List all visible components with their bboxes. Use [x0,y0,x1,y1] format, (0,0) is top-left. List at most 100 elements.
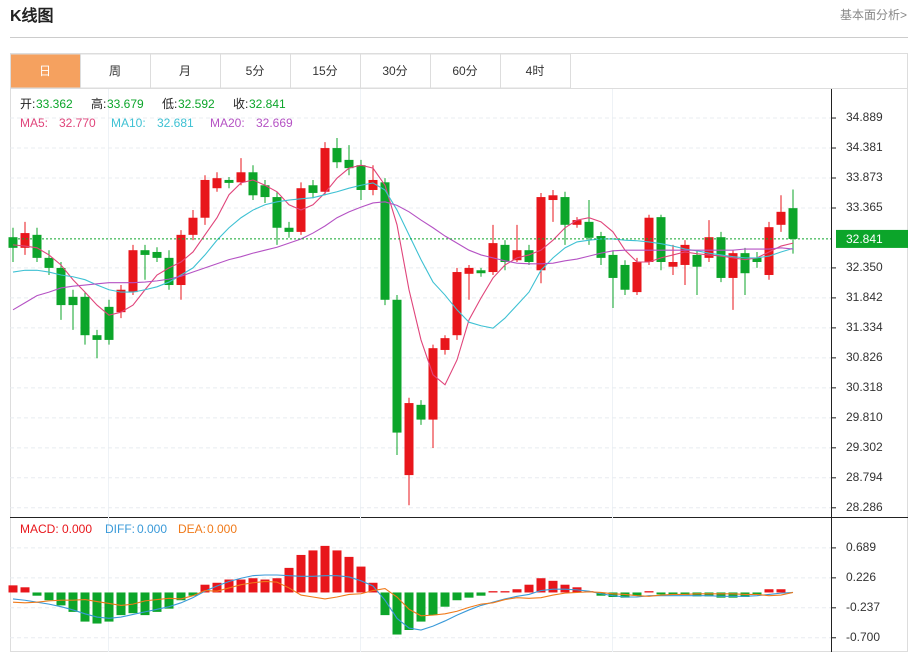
tab-label[interactable]: 30分 [382,64,407,78]
tab[interactable] [80,53,151,89]
candle-body [572,220,582,225]
candle-body [392,299,402,433]
tab-label[interactable]: 月 [179,64,191,78]
candle-body [404,403,414,476]
y-tick-label: 31.842 [846,290,883,304]
tab-label[interactable]: 60分 [452,64,477,78]
macd-bar [272,578,282,593]
readout-value: 33.362 [36,97,73,111]
macd-bar [20,587,30,593]
legend-value: 32.669 [256,116,293,130]
candle-body [80,296,90,336]
readout-value: 32.592 [178,97,215,111]
candle-body [104,306,114,340]
tab-label[interactable]: 周 [109,64,121,78]
candle-body [188,217,198,235]
candle-body [344,159,354,169]
tab[interactable] [500,53,571,89]
macd-bar [8,585,18,593]
legend-value: 32.770 [59,116,96,130]
macd-line [12,574,794,631]
candle-body [176,234,186,286]
legend-name: MACD: [20,522,59,536]
macd-bar [356,566,366,593]
macd-bar [548,580,558,593]
macd-bar [488,591,498,593]
macd-bar [620,592,630,598]
last-price-label: 32.841 [846,232,883,246]
candle-body [116,289,126,313]
y-tick-label: 28.286 [846,500,883,514]
candle-body [680,244,690,265]
macd-bar [380,592,390,616]
tab-label[interactable]: 日 [39,64,51,78]
tab[interactable] [150,53,221,89]
macd-bar [608,592,618,597]
macd-bar [368,582,378,593]
candle-body [668,262,678,267]
tab[interactable] [290,53,361,89]
macd-bar [344,556,354,593]
fundamental-link[interactable]: 基本面分析> [840,8,907,22]
candle-body [692,254,702,267]
macd-bar [560,584,570,593]
candle-body [416,404,426,420]
macd-bar [236,579,246,593]
candle-body [128,250,138,293]
candle-body [548,195,558,201]
legend-name: MA5: [20,116,48,130]
y-tick-label: 33.873 [846,170,883,184]
y-tick-label: 32.350 [846,260,883,274]
macd-bar [92,592,102,624]
candle-body [776,211,786,225]
macd-bar [104,592,114,622]
y-tick-label: -0.700 [846,630,880,644]
candle-body [308,185,318,193]
macd-bar [188,592,198,596]
readout-value: 32.841 [249,97,286,111]
candle-body [320,148,330,192]
macd-bar [536,578,546,593]
candle-body [236,172,246,183]
macd-bar [260,579,270,593]
candle-body [56,267,66,306]
readout-label: 开: [20,97,35,111]
macd-bar [512,589,522,593]
macd-bar [428,592,438,616]
tab-label[interactable]: 5分 [246,64,265,78]
candle-body [740,253,750,274]
readout-value: 33.679 [107,97,144,111]
candle-body [716,237,726,278]
candle-body [788,208,798,239]
y-tick-label: 34.381 [846,140,883,154]
y-tick-label: 33.365 [846,200,883,214]
y-tick-label: 29.810 [846,410,883,424]
macd-bar [752,592,762,595]
macd-bar [308,550,318,593]
candle-body [752,257,762,262]
candle-body [152,251,162,258]
tab[interactable] [10,53,81,89]
macd-bar [164,592,174,609]
legend-name: DEA: [178,522,206,536]
candle-body [728,253,738,278]
legend-value: 0.000 [62,522,92,536]
macd-bar [716,592,726,598]
legend-value: 32.681 [157,116,194,130]
macd-bar [56,592,66,606]
macd-bar [212,582,222,593]
legend-name: DIFF: [105,522,135,536]
tab-label[interactable]: 15分 [312,64,337,78]
candle-body [584,221,594,238]
macd-bar [632,592,642,596]
candle-body [512,250,522,261]
readout-label: 高: [91,96,106,111]
y-tick-label: 29.302 [846,440,883,454]
macd-bar [320,545,330,593]
tab-label[interactable]: 4时 [526,64,545,78]
readout-label: 低: [162,97,177,111]
candle-body [44,257,54,268]
candle-body [140,250,150,255]
candle-body [8,237,18,248]
y-tick-label: 30.318 [846,380,883,394]
